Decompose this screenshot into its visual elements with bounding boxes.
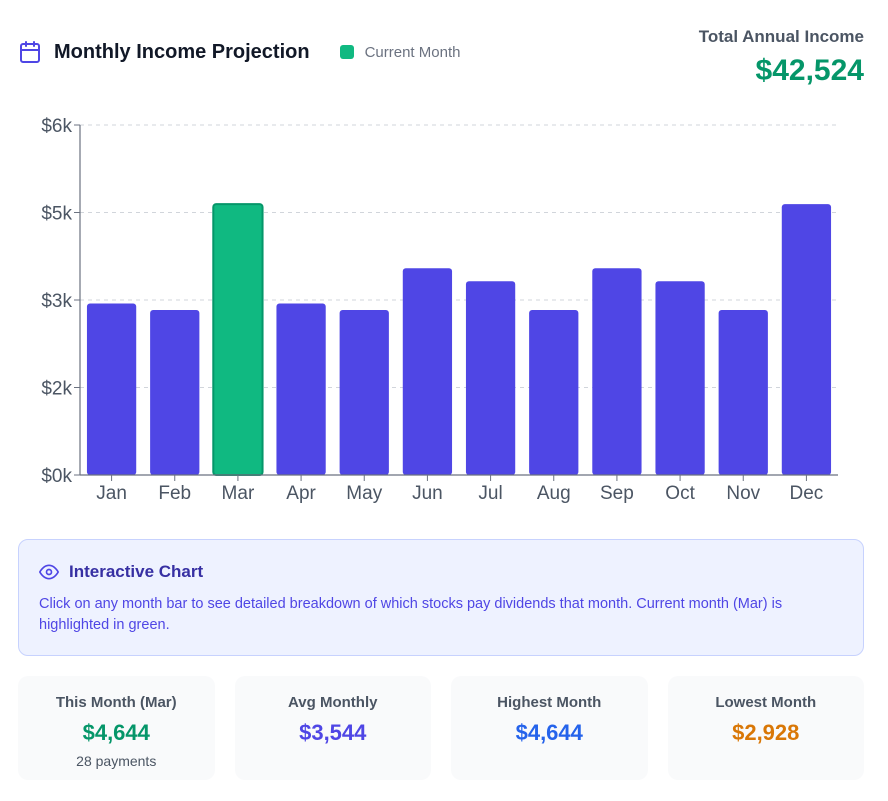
stats-row: This Month (Mar) $4,644 28 payments Avg … [18, 676, 864, 780]
stat-card-lowest-month: Lowest Month $2,928 [667, 676, 864, 780]
y-tick-label: $3k [41, 291, 72, 312]
stat-card-highest-month: Highest Month $4,644 [451, 676, 648, 780]
stat-label: Avg Monthly [288, 694, 378, 711]
x-tick-label: Jul [478, 483, 502, 504]
x-tick-label: Apr [286, 483, 316, 504]
calendar-icon [20, 41, 40, 63]
stat-value: $3,544 [299, 720, 367, 745]
bar-feb[interactable] [150, 310, 200, 475]
page-title: Monthly Income Projection [54, 40, 310, 63]
stat-label: This Month (Mar) [55, 694, 177, 711]
stat-label: Lowest Month [715, 694, 817, 711]
interactive-chart-info: Interactive Chart Click on any month bar… [18, 539, 864, 656]
bar-jun[interactable] [402, 268, 453, 475]
x-tick-label: Aug [537, 483, 571, 504]
eye-icon [39, 564, 59, 580]
info-text: Click on any month bar to see detailed b… [39, 596, 783, 633]
bar-mar[interactable] [212, 203, 264, 476]
y-tick-label: $6k [41, 116, 72, 137]
stat-card-avg-monthly: Avg Monthly $3,544 [234, 676, 431, 780]
stat-value: $4,644 [515, 720, 583, 745]
x-tick-label: Mar [222, 483, 255, 504]
x-tick-label: Feb [158, 483, 191, 504]
x-tick-label: Dec [790, 483, 824, 504]
total-label: Total Annual Income [698, 27, 864, 46]
x-tick-label: Oct [665, 483, 695, 504]
legend-label: Current Month [364, 43, 461, 61]
total-annual-income: Total Annual Income $42,524 [699, 26, 864, 91]
stat-label: Highest Month [497, 694, 602, 711]
bar-nov[interactable] [718, 310, 768, 475]
x-tick-label: Sep [600, 483, 634, 504]
stat-value: $4,644 [82, 720, 150, 745]
x-tick-label: Jan [96, 483, 127, 504]
y-tick-label: $2k [41, 379, 72, 400]
info-title: Interactive Chart [69, 562, 204, 581]
legend-swatch-current-month [339, 45, 354, 59]
bar-jul[interactable] [465, 281, 516, 475]
title-group: Monthly Income Projection Current Month [18, 40, 460, 64]
bar-aug[interactable] [529, 310, 579, 475]
x-tick-label: May [346, 483, 382, 504]
bar-oct[interactable] [655, 281, 705, 475]
y-tick-label: $0k [41, 466, 72, 487]
stat-sub: 28 payments [76, 753, 157, 769]
stat-card-this-month: This Month (Mar) $4,644 28 payments [18, 676, 215, 780]
header: Monthly Income Projection Current Month … [18, 26, 864, 96]
stat-value: $2,928 [732, 720, 800, 745]
bar-may[interactable] [339, 310, 389, 475]
chart-legend: Current Month [339, 43, 461, 61]
bar-apr[interactable] [276, 303, 326, 476]
info-header: Interactive Chart [39, 562, 843, 582]
bar-sep[interactable] [592, 268, 642, 475]
bar-jan[interactable] [86, 303, 137, 476]
bar-dec[interactable] [781, 204, 832, 475]
x-tick-label: Jun [412, 483, 443, 504]
chart-svg: $0k $2k $3k $5k $6k Jan Feb Mar Apr May Jun Jul Aug S… [41, 116, 838, 504]
x-tick-label: Nov [726, 483, 760, 504]
income-bar-chart: $0k $2k $3k $5k $6k Jan Feb Mar Apr May Jun Jul Aug S… [0, 110, 888, 515]
y-tick-label: $5k [41, 204, 72, 225]
total-value: $42,524 [755, 54, 864, 87]
